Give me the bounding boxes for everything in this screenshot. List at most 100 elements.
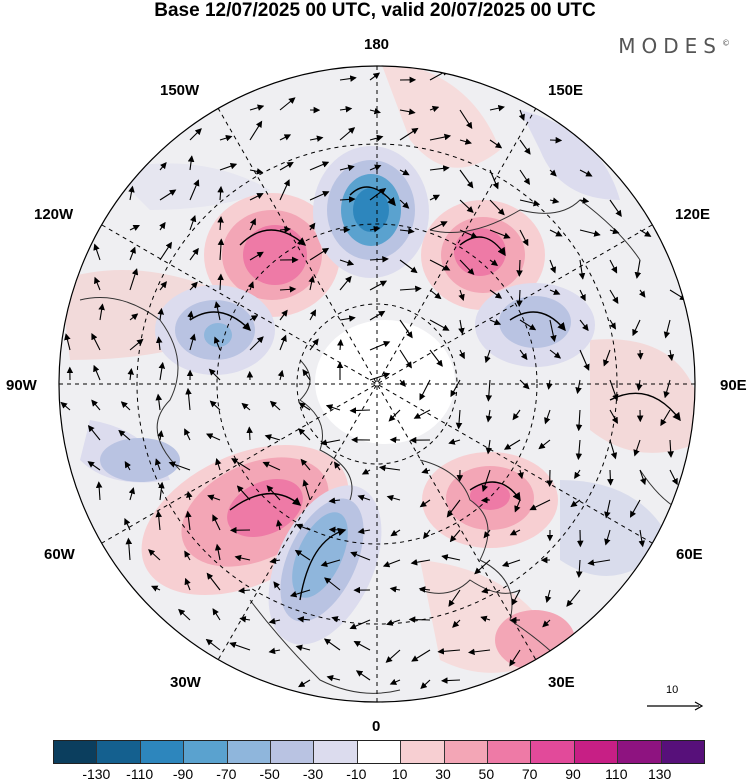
wind-vector	[369, 107, 381, 115]
wind-vector	[323, 638, 341, 651]
colorbar-tick-label: 110	[605, 766, 628, 782]
wind-vector	[459, 259, 475, 275]
wind-vector	[579, 319, 589, 332]
wind-vector	[609, 199, 622, 218]
wind-vector	[298, 402, 311, 411]
wind-vector	[489, 169, 499, 190]
wind-vector	[154, 458, 162, 471]
colorbar-swatch	[443, 741, 488, 763]
wind-vector	[219, 134, 233, 142]
wind-vector	[249, 218, 256, 231]
wind-vector	[129, 338, 144, 351]
wind-vector	[357, 527, 371, 535]
lon-label-120w: 120W	[34, 206, 74, 223]
wind-vector	[519, 349, 528, 361]
colorbar-swatch	[139, 741, 184, 763]
wind-vector	[234, 554, 251, 562]
modes-logo: MODES©	[618, 34, 730, 58]
wind-vector	[455, 409, 463, 430]
wind-vector	[369, 280, 388, 291]
wind-vector	[128, 185, 135, 201]
wind-vector	[663, 379, 671, 399]
wind-vector	[511, 589, 521, 606]
wind-vector	[429, 349, 443, 367]
wind-vector	[159, 281, 167, 291]
wind-vector	[269, 400, 281, 411]
colorbar-swatch	[313, 741, 357, 763]
wind-vector	[542, 619, 551, 628]
wind-vector	[399, 169, 410, 176]
wind-vector	[337, 339, 344, 351]
colorbar-swatch	[660, 741, 705, 763]
wind-vector	[604, 499, 611, 519]
wind-vector	[546, 379, 553, 390]
wind-vector	[309, 309, 317, 321]
wind-vector	[277, 369, 285, 381]
wind-vector	[459, 138, 472, 145]
wind-vector	[459, 229, 478, 239]
wind-vector	[295, 523, 311, 531]
wind-vector	[184, 577, 191, 591]
wind-vector	[448, 438, 461, 445]
colorbar-tick-label: 90	[565, 766, 581, 782]
wind-vector	[159, 189, 177, 201]
wind-vector	[262, 461, 281, 471]
colorbar-tick-label: 130	[647, 766, 672, 782]
wind-vector	[369, 372, 391, 381]
wind-vector	[468, 648, 491, 656]
wind-vector	[215, 458, 222, 471]
colorbar-tick-label: 70	[521, 766, 538, 782]
wind-vector	[639, 469, 647, 486]
colorbar-tick-label: 10	[391, 766, 408, 782]
colorbar	[53, 740, 705, 764]
wind-vector	[184, 550, 191, 561]
reference-vector-arrow	[647, 701, 704, 711]
wind-vector	[339, 196, 356, 203]
wind-vector	[429, 165, 450, 172]
wind-vector	[279, 226, 291, 233]
wind-vector	[269, 557, 281, 565]
wind-vector	[389, 586, 401, 593]
wind-vector	[339, 75, 357, 82]
wind-vector	[159, 241, 173, 261]
wind-vector	[566, 589, 581, 607]
wind-vector	[189, 128, 202, 141]
wind-vector	[449, 529, 461, 543]
wind-vector	[189, 333, 196, 351]
wind-vector	[355, 670, 371, 681]
wind-vector	[279, 161, 294, 171]
wind-vector	[429, 289, 442, 300]
wind-vector	[388, 409, 401, 422]
wind-vector	[205, 433, 221, 441]
wind-vector	[450, 379, 461, 398]
wind-vector	[151, 585, 161, 592]
wind-vector	[429, 194, 440, 201]
wind-vector	[489, 199, 505, 216]
wind-vector	[634, 259, 642, 279]
wind-vector	[298, 428, 311, 441]
wind-vector	[294, 549, 311, 561]
wind-vector	[273, 581, 281, 591]
wind-vector	[87, 424, 101, 441]
wind-vector	[452, 619, 461, 628]
wind-vector	[369, 72, 381, 81]
colorbar-tick-label: -30	[302, 766, 324, 782]
wind-vector	[413, 409, 431, 419]
wind-vector	[607, 469, 614, 486]
wind-vector	[514, 499, 521, 513]
colorbar-swatch	[183, 741, 227, 763]
wind-vector	[328, 526, 341, 534]
wind-vector	[429, 133, 452, 141]
wind-vector	[213, 336, 221, 351]
wind-vector	[279, 179, 290, 201]
wind-vector	[549, 229, 563, 237]
wind-vector	[159, 162, 167, 171]
wind-vector	[549, 319, 557, 343]
wind-vector	[459, 109, 473, 130]
wind-vector	[420, 679, 431, 690]
wind-vector	[328, 497, 341, 504]
wind-vector	[309, 191, 330, 201]
lon-label-30e: 30E	[548, 674, 575, 691]
wind-vector	[429, 319, 450, 331]
